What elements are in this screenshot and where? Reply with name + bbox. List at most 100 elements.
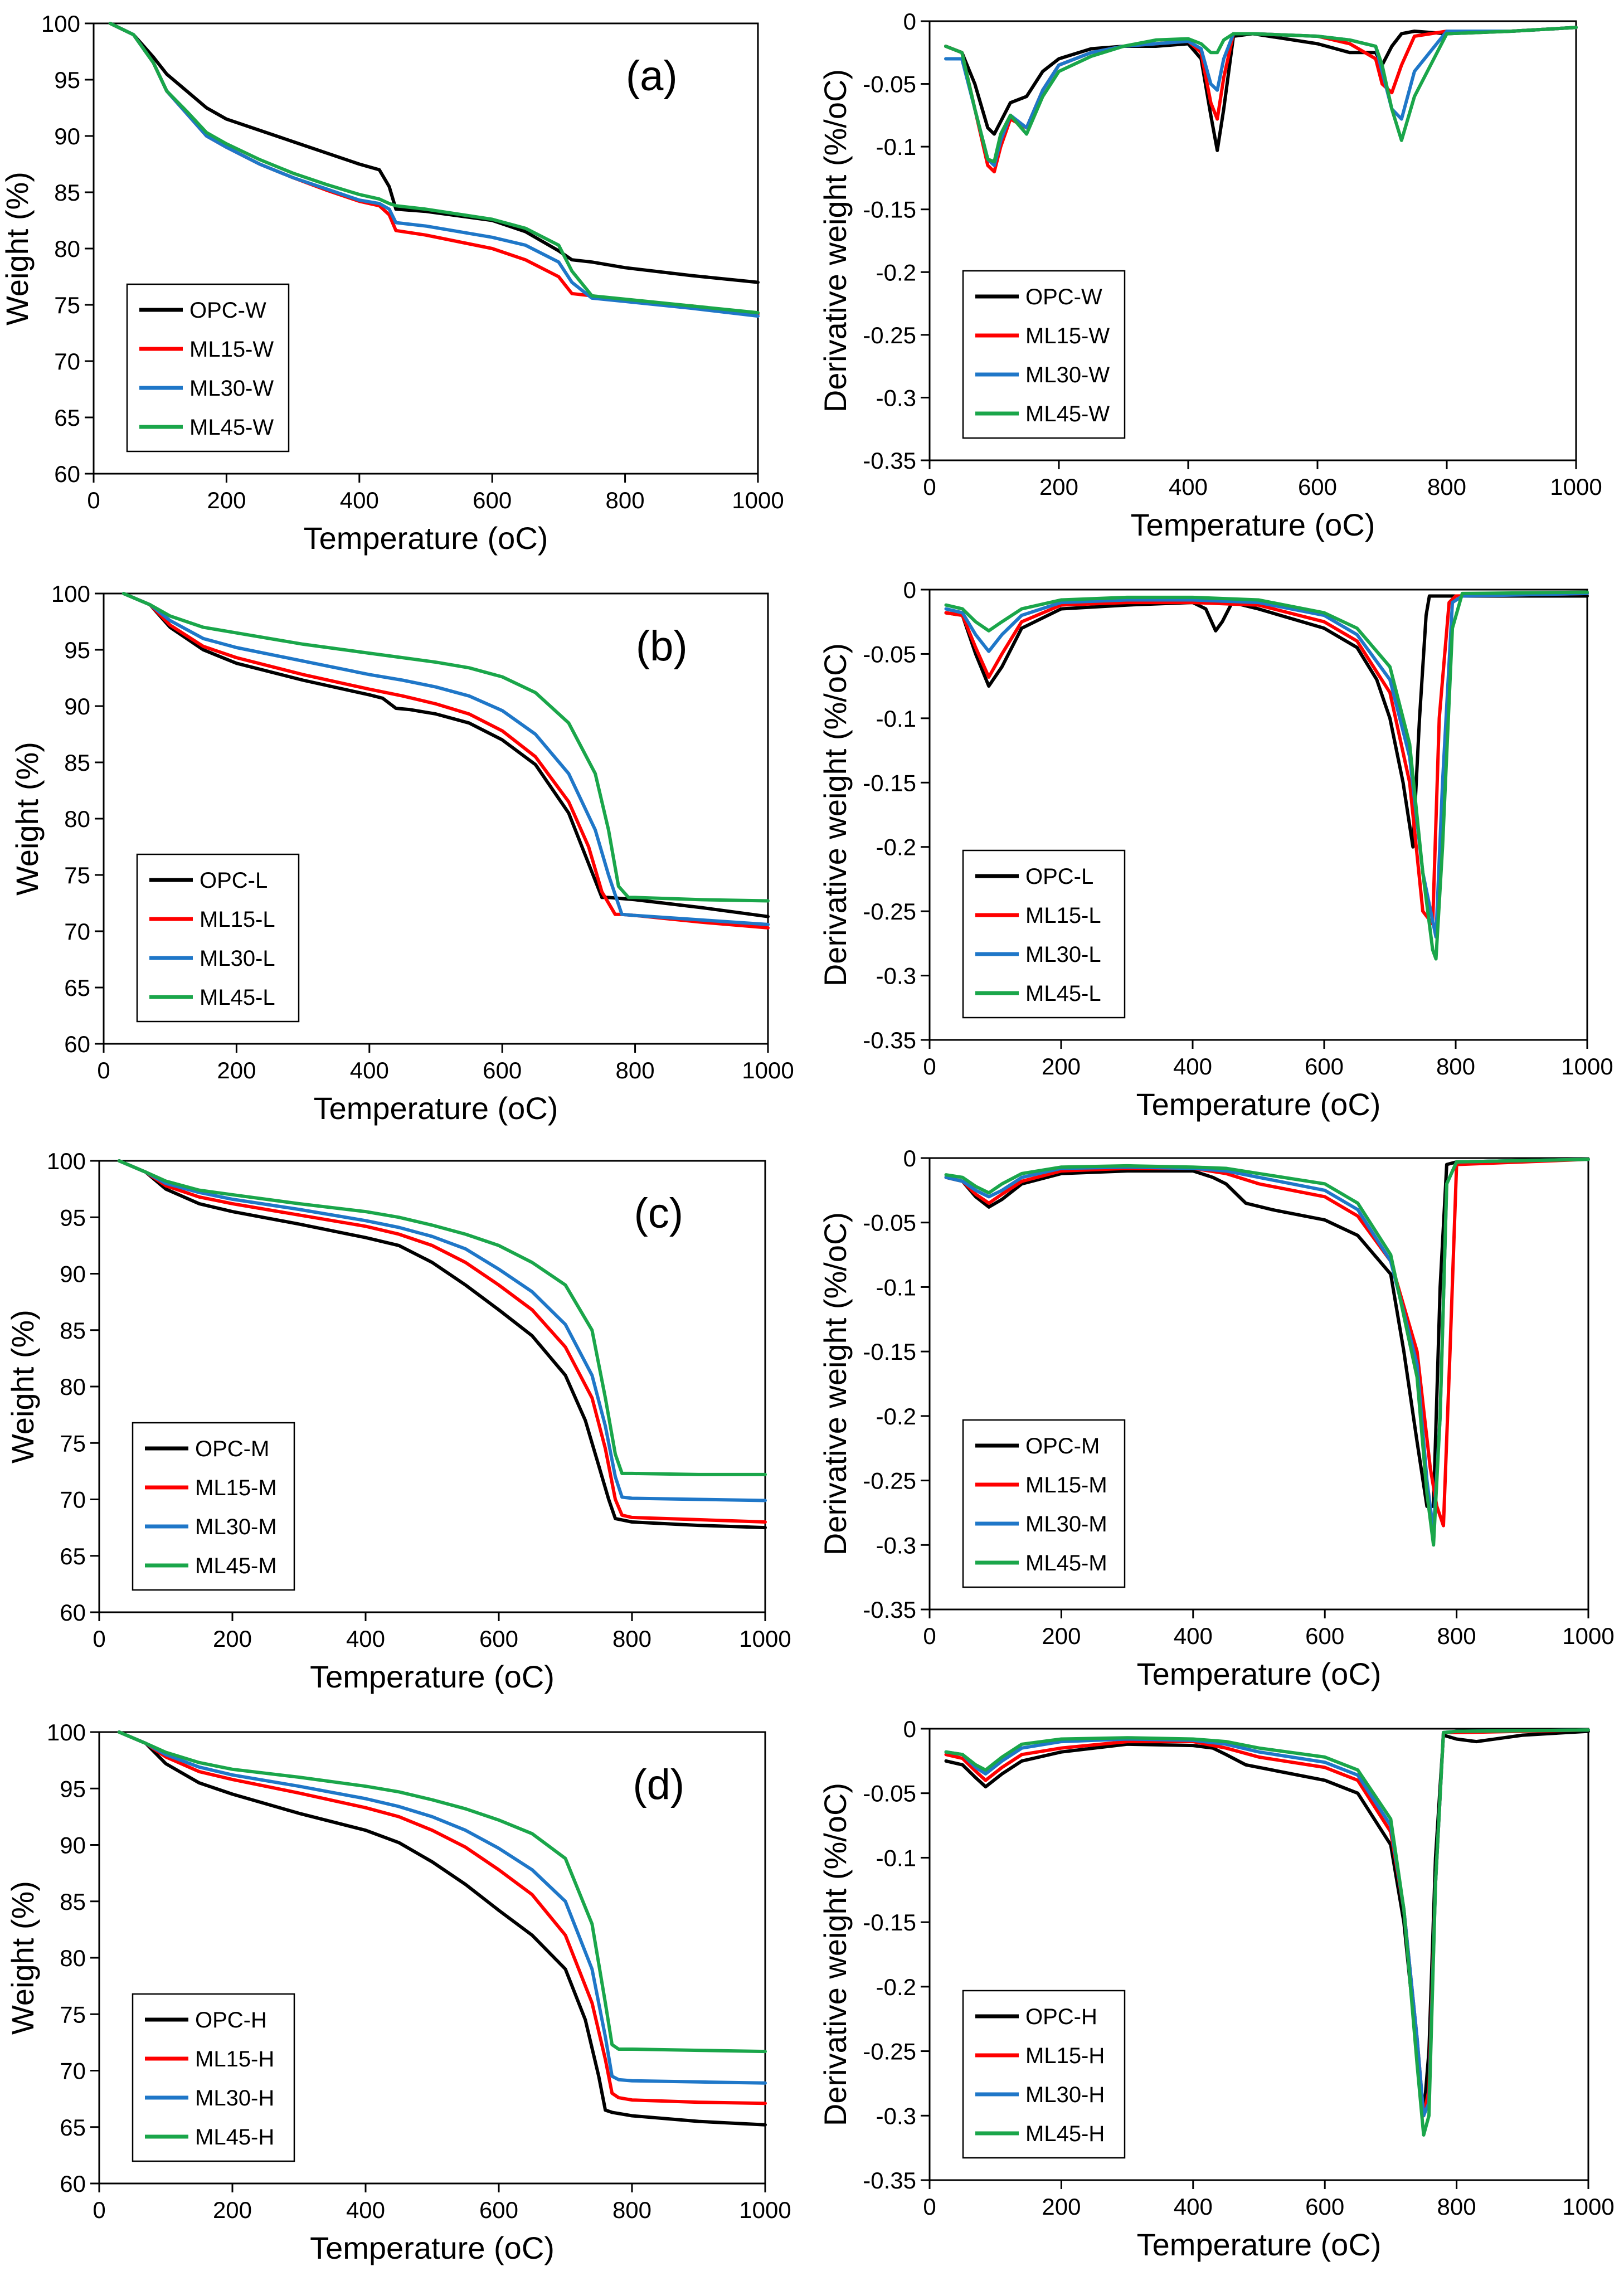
y-tick-label: 95 xyxy=(54,67,80,93)
series-line-ml15-h xyxy=(117,1730,767,2105)
y-tick-label: 75 xyxy=(60,1430,86,1456)
x-tick-label: 0 xyxy=(923,1623,936,1649)
legend-entry: OPC-H xyxy=(195,2008,267,2032)
legend-entry: ML30-M xyxy=(1025,1512,1107,1536)
legend-entry: ML45-W xyxy=(189,415,274,440)
y-axis-label: Weight (%) xyxy=(9,742,45,896)
x-tick-label: 800 xyxy=(1436,1053,1475,1079)
y-tick-label: 85 xyxy=(64,750,90,776)
x-tick-label: 400 xyxy=(1173,1053,1212,1079)
chart-panel-0: 0 200 400 600 800 1000 60 65 70 75 80 85 90 95 100 Temp… xyxy=(0,11,784,556)
legend-entry: ML30-L xyxy=(1025,942,1101,967)
y-axis-label: Derivative weight (%/oC) xyxy=(818,69,853,412)
y-tick-label: 95 xyxy=(60,1776,86,1802)
series-line-ml45-w xyxy=(108,22,760,315)
legend-entry: ML30-M xyxy=(195,1515,277,1539)
legend-entry: ML45-L xyxy=(1025,981,1101,1006)
series-line-ml15-m xyxy=(944,1157,1590,1528)
y-tick-label: -0.15 xyxy=(863,770,916,796)
legend-entry: ML15-H xyxy=(195,2047,274,2071)
plot-frame xyxy=(928,1157,1589,1611)
chart-panel-6: 0 200 400 600 800 1000 60 65 70 75 80 85 90 95 100 Temp… xyxy=(5,1719,791,2265)
series-line-ml45-m xyxy=(117,1159,767,1476)
y-tick-label: 90 xyxy=(60,1832,86,1859)
x-tick-label: 1000 xyxy=(739,2197,791,2223)
series-line-ml30-m xyxy=(117,1159,767,1502)
series-line-ml30-l xyxy=(121,592,770,926)
y-tick-label: 80 xyxy=(60,1945,86,1971)
series-line-ml45-l xyxy=(944,590,1589,961)
series-line-opc-m xyxy=(944,1157,1590,1508)
x-tick-label: 200 xyxy=(1042,1053,1081,1079)
series-line-ml30-w xyxy=(944,26,1578,167)
x-tick-label: 800 xyxy=(1437,2194,1476,2220)
y-tick-label: 95 xyxy=(60,1204,86,1231)
y-tick-label: 85 xyxy=(54,179,80,206)
chart-panel-2: 0 200 400 600 800 1000 60 65 70 75 80 85 90 95 100 Temp… xyxy=(9,581,794,1126)
x-tick-label: 400 xyxy=(340,487,379,513)
x-tick-label: 0 xyxy=(923,2194,936,2220)
y-tick-label: -0.1 xyxy=(876,706,916,732)
y-tick-label: -0.25 xyxy=(863,322,916,348)
x-tick-label: 400 xyxy=(1169,474,1208,500)
y-tick-label: 75 xyxy=(60,2001,86,2027)
legend-entry: ML45-M xyxy=(195,1554,277,1578)
x-tick-label: 400 xyxy=(346,2197,385,2223)
legend-entry: OPC-L xyxy=(1025,864,1093,889)
x-tick-label: 200 xyxy=(1039,474,1078,500)
y-tick-label: -0.3 xyxy=(876,1532,916,1558)
y-tick-label: -0.05 xyxy=(863,71,916,98)
series-line-ml45-m xyxy=(944,1157,1590,1547)
x-tick-label: 400 xyxy=(346,1626,385,1652)
y-tick-label: -0.35 xyxy=(863,1027,916,1053)
plot-frame xyxy=(928,1728,1589,2181)
legend-entry: ML15-L xyxy=(1025,903,1101,928)
y-tick-label: 60 xyxy=(64,1031,90,1057)
x-tick-label: 600 xyxy=(479,1626,518,1652)
y-tick-label: -0.25 xyxy=(863,1468,916,1494)
legend-entry: ML30-H xyxy=(1025,2083,1105,2107)
y-tick-label: 95 xyxy=(64,637,90,663)
x-tick-label: 0 xyxy=(923,474,936,500)
x-tick-label: 1000 xyxy=(1550,474,1602,500)
chart-panel-3: 0 200 400 600 800 1000 -0.35 -0.3 -0.25 -0.2 -0.15… xyxy=(818,577,1613,1122)
y-tick-label: -0.3 xyxy=(876,385,916,411)
series-line-ml45-l xyxy=(121,592,770,903)
x-tick-label: 0 xyxy=(93,2197,105,2223)
series-line-ml45-h xyxy=(117,1730,767,2054)
x-axis-label: Temperature (oC) xyxy=(310,2230,555,2265)
y-tick-label: 65 xyxy=(54,405,80,431)
y-tick-label: -0.25 xyxy=(863,898,916,925)
x-tick-label: 200 xyxy=(217,1057,256,1083)
panel-label: (c) xyxy=(634,1190,683,1237)
x-tick-label: 0 xyxy=(87,487,100,513)
x-tick-label: 600 xyxy=(483,1057,522,1083)
series-line-opc-l xyxy=(944,594,1589,849)
legend-entry: OPC-L xyxy=(200,868,268,893)
legend-entry: ML15-M xyxy=(1025,1473,1107,1497)
x-tick-label: 200 xyxy=(213,2197,252,2223)
chart-panel-5: 0 200 400 600 800 1000 -0.35 -0.3 -0.25 -0.2 -0.15… xyxy=(818,1145,1615,1691)
y-tick-label: -0.25 xyxy=(863,2039,916,2065)
y-tick-label: -0.05 xyxy=(863,1210,916,1236)
x-tick-label: 200 xyxy=(1042,2194,1081,2220)
y-tick-label: 75 xyxy=(54,292,80,318)
chart-panel-1: 0 200 400 600 800 1000 -0.35 -0.3 -0.25 -0.2 -0.15… xyxy=(818,8,1602,542)
x-tick-label: 1000 xyxy=(742,1057,794,1083)
chart-panel-7: 0 200 400 600 800 1000 -0.35 -0.3 -0.25 -0.2 -0.15… xyxy=(818,1716,1615,2262)
x-tick-label: 1000 xyxy=(1561,1053,1613,1079)
plot-frame xyxy=(928,589,1588,1041)
y-tick-label: 70 xyxy=(60,2058,86,2084)
x-tick-label: 600 xyxy=(1298,474,1337,500)
legend-entry: ML45-H xyxy=(195,2125,274,2149)
legend-box xyxy=(132,1422,295,1591)
series-line-ml30-l xyxy=(944,591,1589,939)
y-tick-label: 65 xyxy=(64,975,90,1001)
legend-entry: OPC-H xyxy=(1025,2005,1097,2029)
x-tick-label: 600 xyxy=(1305,2194,1344,2220)
x-axis-label: Temperature (oC) xyxy=(1137,2227,1382,2262)
y-tick-label: -0.15 xyxy=(863,1909,916,1935)
x-axis-label: Temperature (oC) xyxy=(310,1659,555,1694)
legend-entry: ML15-H xyxy=(1025,2044,1105,2068)
